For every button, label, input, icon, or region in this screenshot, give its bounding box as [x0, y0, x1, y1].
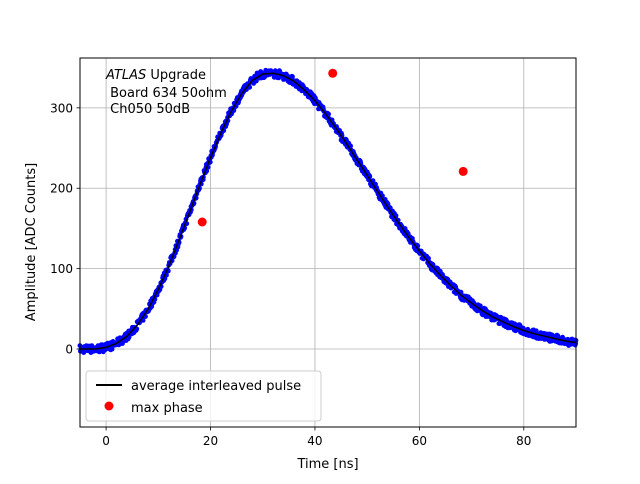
legend-label-max-phase: max phase — [131, 401, 203, 416]
y-tick-label: 100 — [50, 262, 73, 276]
max-phase-point — [458, 166, 468, 176]
y-axis-label: Amplitude [ADC Counts] — [24, 163, 39, 321]
y-tick-label: 200 — [50, 182, 73, 196]
y-ticks: 0 100 200 300 — [50, 101, 80, 357]
max-phase-point — [197, 217, 207, 227]
x-axis-label: Time [ns] — [296, 457, 358, 472]
y-tick-label: 0 — [65, 343, 73, 357]
legend-marker-swatch — [104, 401, 114, 411]
sample-point — [290, 74, 295, 79]
legend: average interleaved pulse max phase — [85, 370, 322, 422]
plot-frame — [79, 57, 577, 428]
annotation-line-2: Board 634 50ohm — [106, 86, 227, 101]
sample-point — [426, 256, 431, 261]
annotation-line-3: Ch050 50dB — [106, 102, 190, 117]
annotation-upgrade: Upgrade — [146, 68, 206, 83]
annotation-atlas: ATLAS — [105, 68, 146, 83]
grid — [80, 58, 576, 427]
average-line-layer — [80, 72, 577, 350]
sample-point — [253, 78, 259, 84]
x-tick-label: 80 — [516, 434, 531, 448]
y-tick-label: 300 — [50, 101, 73, 115]
x-ticks: 0 20 40 60 80 — [102, 427, 531, 448]
max-phase-markers — [197, 68, 468, 227]
x-tick-label: 20 — [203, 434, 218, 448]
max-phase-point — [328, 68, 338, 78]
x-tick-label: 40 — [307, 434, 322, 448]
annotation-line-1: ATLAS Upgrade — [105, 68, 206, 83]
x-tick-label: 0 — [102, 434, 110, 448]
x-tick-label: 60 — [412, 434, 427, 448]
legend-frame — [85, 370, 322, 422]
average-pulse-line — [80, 72, 577, 350]
legend-label-average: average interleaved pulse — [131, 379, 301, 394]
sample-point — [109, 346, 115, 352]
